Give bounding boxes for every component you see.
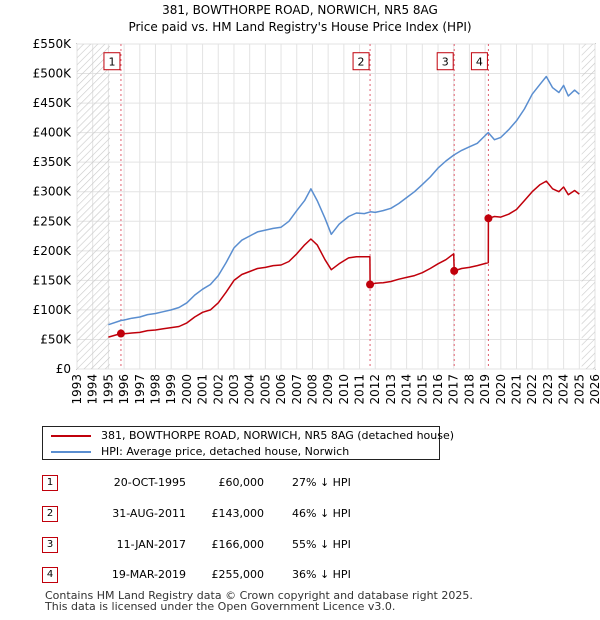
x-tick-label: 2023	[541, 374, 555, 405]
legend-swatch-property	[51, 435, 91, 437]
transaction-date: 20-OCT-1995	[113, 476, 186, 489]
sale-label-number: 1	[108, 56, 115, 69]
sale-label: 2	[352, 52, 370, 71]
transaction-date: 19-MAR-2019	[111, 568, 186, 581]
sale-point	[116, 329, 125, 338]
sale-label-box	[103, 52, 121, 71]
x-tick-label: 2010	[337, 374, 351, 405]
transaction-date: 31-AUG-2011	[112, 507, 186, 520]
sale-label: 3	[436, 52, 454, 71]
footer-copyright: Contains HM Land Registry data © Crown c…	[45, 589, 473, 602]
legend-label-hpi: HPI: Average price, detached house, Norw…	[101, 445, 350, 458]
price-chart: 381, BOWTHORPE ROAD, NORWICH, NR5 8AG Pr…	[33, 3, 600, 405]
chart-legend: 381, BOWTHORPE ROAD, NORWICH, NR5 8AG (d…	[42, 426, 454, 460]
x-tick-label: 2013	[384, 374, 398, 405]
footer-licence: This data is licensed under the Open Gov…	[45, 600, 396, 613]
sale-point	[484, 214, 493, 223]
chart-subtitle: Price paid vs. HM Land Registry's House …	[128, 20, 471, 34]
x-tick-label: 2014	[400, 374, 414, 405]
x-tick-label: 2005	[258, 374, 272, 405]
y-tick-label: £200K	[33, 244, 73, 258]
x-tick-label: 2022	[525, 374, 539, 405]
transaction-number: 2	[42, 506, 58, 522]
x-tick-label: 2007	[290, 374, 304, 405]
x-tick-label: 1993	[70, 374, 84, 405]
legend-item-property: 381, BOWTHORPE ROAD, NORWICH, NR5 8AG (d…	[51, 428, 454, 444]
chart-title: 381, BOWTHORPE ROAD, NORWICH, NR5 8AG	[162, 3, 438, 17]
transaction-price: £60,000	[218, 476, 265, 489]
sale-label: 4	[470, 52, 488, 71]
x-tick-label: 2012	[368, 374, 382, 405]
y-tick-label: £250K	[33, 214, 73, 228]
y-tick-label: £350K	[33, 155, 73, 169]
sale-label-number: 2	[358, 56, 365, 69]
transaction-hpi-diff: 46% ↓ HPI	[292, 507, 351, 520]
sale-label-number: 4	[476, 56, 483, 69]
x-tick-label: 1997	[133, 374, 147, 405]
transaction-price: £255,000	[211, 568, 265, 581]
series-line-property	[108, 180, 580, 338]
x-tick-label: 2008	[305, 374, 319, 405]
x-tick-label: 2025	[572, 374, 586, 405]
x-tick-label: 2004	[243, 374, 257, 405]
transaction-hpi-diff: 55% ↓ HPI	[292, 538, 351, 551]
footer-notice: Contains HM Land Registry data © Crown c…	[45, 590, 473, 612]
y-tick-label: £50K	[40, 332, 72, 346]
x-tick-label: 1995	[101, 374, 115, 405]
transaction-number: 3	[42, 537, 58, 553]
x-tick-label: 2011	[353, 374, 367, 405]
transaction-price: £166,000	[211, 538, 265, 551]
y-tick-label: £0	[56, 362, 71, 376]
y-tick-label: £400K	[33, 126, 73, 140]
x-tick-label: 2015	[415, 374, 429, 405]
sale-label: 1	[103, 52, 121, 71]
y-tick-label: £300K	[33, 185, 73, 199]
transaction-price: £143,000	[211, 507, 265, 520]
x-tick-label: 2016	[431, 374, 445, 405]
x-tick-label: 1998	[148, 374, 162, 405]
x-tick-label: 2018	[462, 374, 476, 405]
transaction-hpi-diff: 27% ↓ HPI	[292, 476, 351, 489]
transaction-number: 4	[42, 567, 58, 583]
y-tick-label: £500K	[33, 67, 73, 81]
sale-point	[366, 280, 375, 289]
x-tick-label: 2026	[588, 374, 600, 405]
x-tick-label: 2009	[321, 374, 335, 405]
legend-item-hpi: HPI: Average price, detached house, Norw…	[51, 444, 349, 460]
series-line-hpi	[108, 75, 580, 326]
plot-area	[76, 43, 596, 370]
x-tick-label: 2017	[447, 374, 461, 405]
x-tick-label: 2021	[510, 374, 524, 405]
x-tick-label: 1994	[86, 374, 100, 405]
x-tick-label: 1996	[117, 374, 131, 405]
x-tick-label: 2006	[274, 374, 288, 405]
sale-label-box	[470, 52, 488, 71]
y-tick-label: £150K	[33, 273, 73, 287]
x-tick-label: 2020	[494, 374, 508, 405]
legend-label-property: 381, BOWTHORPE ROAD, NORWICH, NR5 8AG (d…	[101, 429, 455, 442]
legend-swatch-hpi	[51, 451, 91, 453]
x-tick-label: 2019	[478, 374, 492, 405]
y-tick-label: £100K	[33, 303, 73, 317]
x-tick-label: 2002	[211, 374, 225, 405]
x-tick-label: 1999	[164, 374, 178, 405]
transaction-hpi-diff: 36% ↓ HPI	[292, 568, 351, 581]
no-data-hatch	[581, 44, 595, 369]
y-tick-label: £450K	[33, 96, 73, 110]
x-tick-label: 2001	[196, 374, 210, 405]
y-tick-label: £550K	[33, 37, 73, 51]
sale-point	[450, 266, 459, 275]
transaction-date: 11-JAN-2017	[116, 538, 186, 551]
transaction-number: 1	[42, 475, 58, 491]
x-tick-label: 2000	[180, 374, 194, 405]
x-tick-label: 2024	[557, 374, 571, 405]
x-tick-label: 2003	[227, 374, 241, 405]
sale-label-box	[436, 52, 454, 71]
no-data-hatch	[77, 44, 110, 369]
sale-label-box	[352, 52, 370, 71]
sale-label-number: 3	[442, 56, 449, 69]
